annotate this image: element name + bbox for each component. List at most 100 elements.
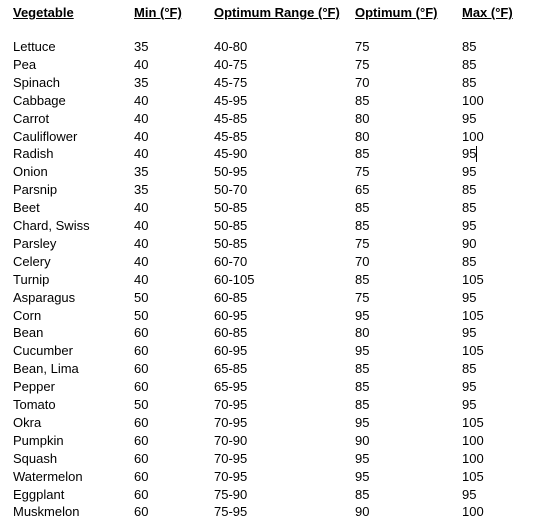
cell-max: 95 [462, 379, 477, 395]
cell-optimum-range: 45-95 [214, 92, 248, 108]
cell-vegetable: Carrot [13, 110, 50, 126]
table-row: Onion 35 50-95 75 95 [0, 163, 541, 181]
table-row: Muskmelon 60 75-95 90 100 [0, 503, 541, 521]
header-vegetable: Vegetable [13, 5, 74, 20]
cell-optimum-range: 45-85 [214, 110, 248, 126]
cell-min: 50 [134, 289, 149, 305]
cell-optimum-range: 45-85 [214, 128, 248, 144]
cell-max: 95 [462, 289, 477, 305]
cell-optimum: 85 [355, 486, 370, 502]
table-row: Lettuce 35 40-80 75 85 [0, 38, 541, 56]
header-min: Min (°F) [134, 5, 182, 20]
table-row: Spinach 35 45-75 70 85 [0, 74, 541, 92]
cell-optimum: 80 [355, 325, 370, 341]
cell-optimum-range: 70-95 [214, 397, 248, 412]
cell-max: 95 [462, 146, 477, 162]
cell-optimum-range: 40-80 [214, 39, 248, 54]
cell-vegetable: Celery [13, 253, 51, 269]
cell-min: 40 [134, 146, 149, 162]
cell-min: 40 [134, 92, 149, 108]
cell-vegetable: Watermelon [13, 468, 83, 484]
cell-optimum: 95 [355, 414, 370, 430]
cell-max: 100 [462, 504, 484, 520]
cell-max: 85 [462, 39, 477, 54]
cell-max: 105 [462, 307, 484, 323]
cell-min: 40 [134, 200, 149, 216]
cell-max: 85 [462, 200, 477, 216]
cell-optimum: 85 [355, 397, 370, 412]
cell-min: 60 [134, 361, 149, 377]
cell-max: 105 [462, 468, 484, 484]
table-row: Okra 60 70-95 95 105 [0, 414, 541, 432]
cell-vegetable: Chard, Swiss [13, 218, 90, 233]
table-row: Chard, Swiss 40 50-85 85 95 [0, 217, 541, 235]
cell-max: 95 [462, 110, 477, 126]
cell-vegetable: Pepper [13, 379, 55, 395]
cell-optimum-range: 60-95 [214, 343, 248, 359]
table-row: Eggplant 60 75-90 85 95 [0, 486, 541, 504]
table-row: Turnip 40 60-105 85 105 [0, 271, 541, 289]
table-row: Tomato 50 70-95 85 95 [0, 396, 541, 414]
cell-optimum: 95 [355, 468, 370, 484]
cell-vegetable: Parsley [13, 235, 57, 251]
cell-min: 60 [134, 486, 149, 502]
table-row: Celery 40 60-70 70 85 [0, 253, 541, 271]
cell-optimum: 85 [355, 200, 370, 216]
cell-optimum-range: 50-85 [214, 200, 248, 216]
cell-optimum-range: 50-95 [214, 164, 248, 180]
cell-vegetable: Okra [13, 414, 42, 430]
table-row: Pumpkin 60 70-90 90 100 [0, 432, 541, 450]
table-row: Pea 40 40-75 75 85 [0, 56, 541, 74]
cell-vegetable: Parsnip [13, 182, 58, 198]
cell-max: 105 [462, 271, 484, 287]
cell-max: 100 [462, 432, 484, 448]
cell-max: 85 [462, 74, 477, 90]
cell-optimum-range: 60-85 [214, 325, 248, 341]
cell-min: 60 [134, 504, 149, 520]
cell-min: 60 [134, 414, 149, 430]
cell-optimum-range: 50-85 [214, 235, 248, 251]
table-row: Radish 40 45-90 85 95 [0, 145, 541, 163]
cell-vegetable: Muskmelon [13, 504, 80, 520]
table-row: Bean, Lima 60 65-85 85 85 [0, 360, 541, 378]
cell-optimum: 85 [355, 218, 370, 233]
cell-optimum: 85 [355, 271, 370, 287]
cell-min: 40 [134, 56, 149, 72]
cell-min: 60 [134, 450, 149, 466]
cell-min: 35 [134, 39, 149, 54]
cell-max: 85 [462, 253, 477, 269]
cell-vegetable: Onion [13, 164, 48, 180]
header-optimum-range: Optimum Range (°F) [214, 5, 340, 20]
cell-vegetable: Pumpkin [13, 432, 64, 448]
cell-optimum: 85 [355, 379, 370, 395]
cell-optimum: 80 [355, 110, 370, 126]
header-optimum: Optimum (°F) [355, 5, 438, 20]
cell-max: 95 [462, 164, 477, 180]
cell-max: 95 [462, 397, 477, 412]
cell-max: 95 [462, 325, 477, 341]
cell-min: 40 [134, 218, 149, 233]
cell-min: 60 [134, 468, 149, 484]
cell-optimum-range: 60-105 [214, 271, 255, 287]
cell-optimum-range: 40-75 [214, 56, 248, 72]
cell-min: 40 [134, 128, 149, 144]
cell-vegetable: Corn [13, 307, 42, 323]
cell-optimum-range: 50-70 [214, 182, 248, 198]
cell-min: 40 [134, 110, 149, 126]
text-cursor [476, 146, 477, 163]
cell-max: 100 [462, 128, 484, 144]
cell-vegetable: Turnip [13, 271, 50, 287]
cell-optimum-range: 75-90 [214, 486, 248, 502]
cell-vegetable: Asparagus [13, 289, 76, 305]
header-max: Max (°F) [462, 5, 513, 20]
cell-max: 100 [462, 450, 484, 466]
cell-optimum: 80 [355, 128, 370, 144]
cell-min: 50 [134, 307, 149, 323]
table-row: Parsley 40 50-85 75 90 [0, 235, 541, 253]
cell-optimum: 90 [355, 504, 370, 520]
cell-optimum: 75 [355, 289, 370, 305]
table-row: Cauliflower 40 45-85 80 100 [0, 128, 541, 146]
cell-vegetable: Eggplant [13, 486, 65, 502]
cell-optimum-range: 50-85 [214, 218, 248, 233]
cell-min: 60 [134, 379, 149, 395]
